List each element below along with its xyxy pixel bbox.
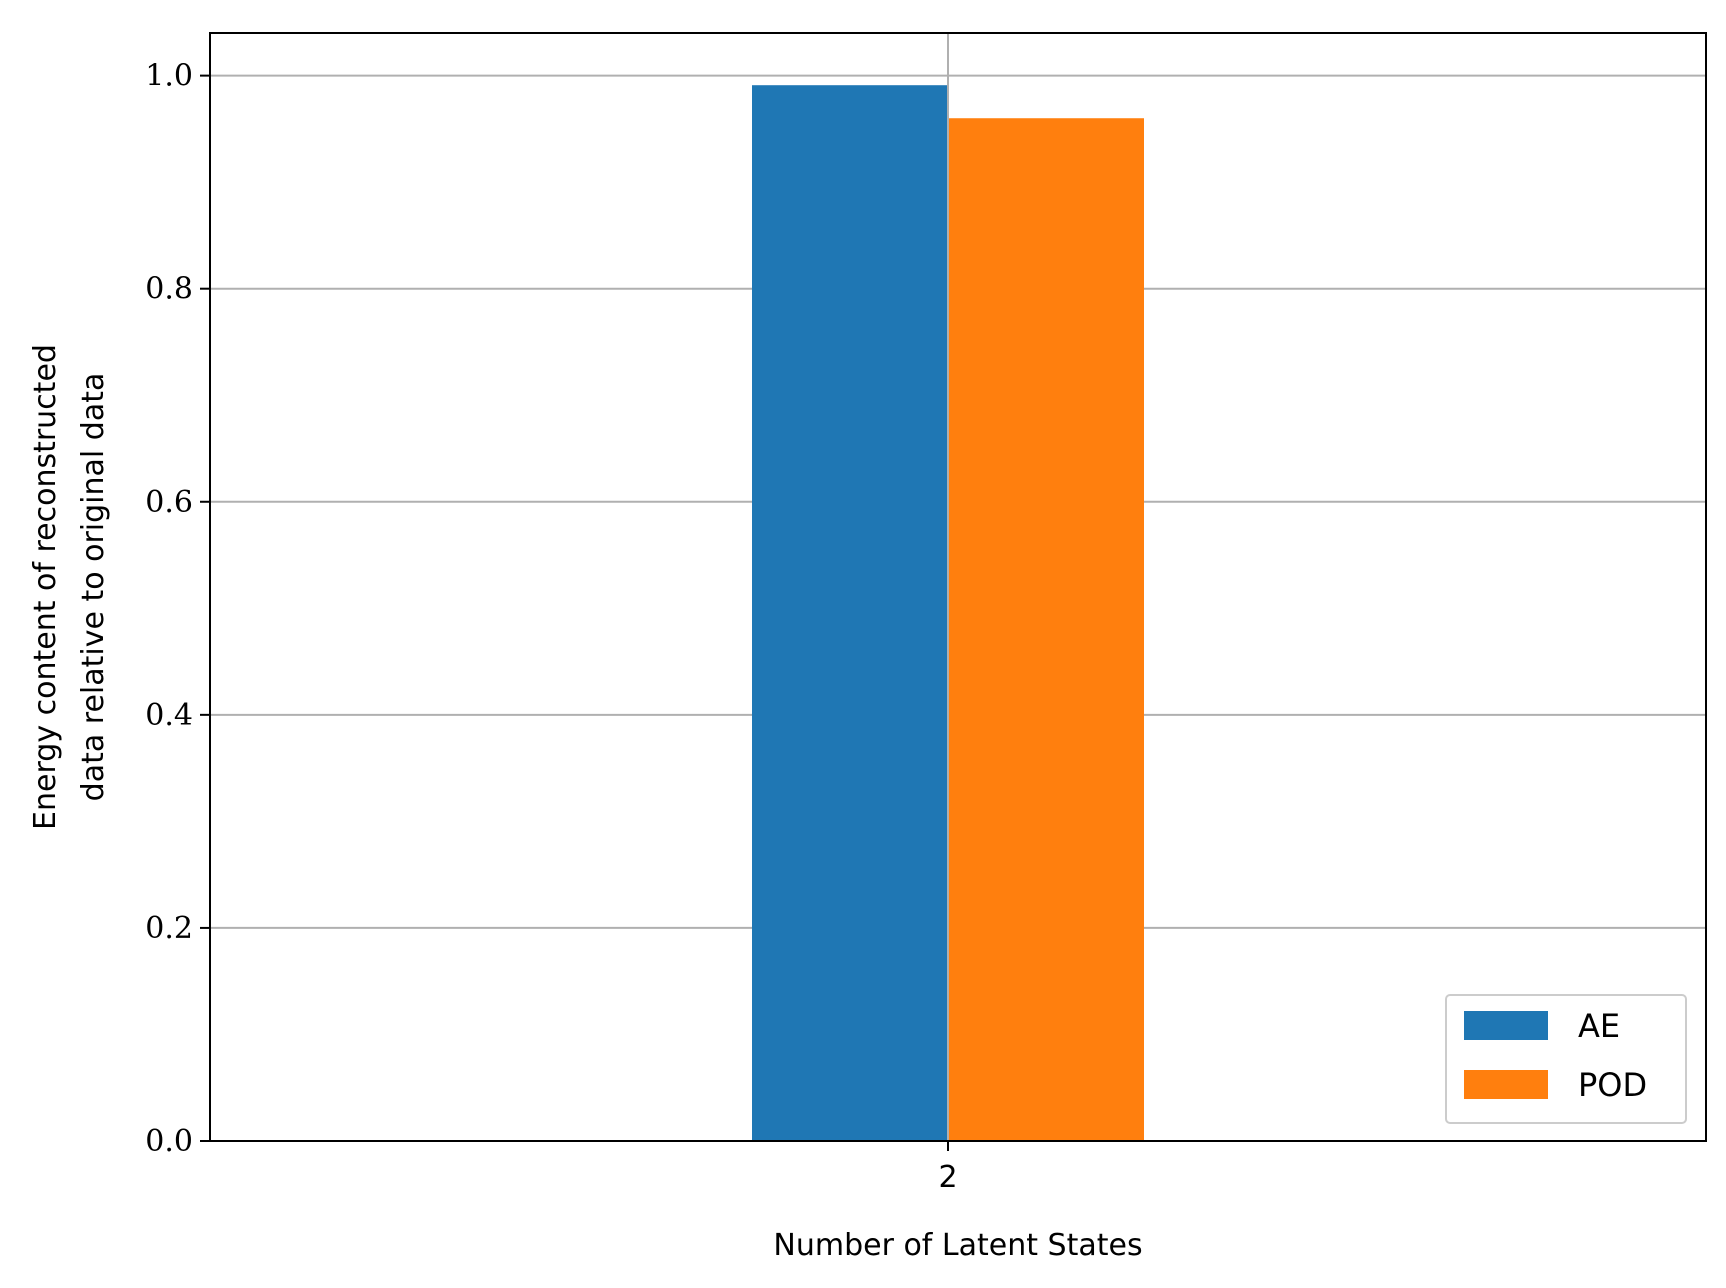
legend: AE POD [1445,994,1687,1124]
y-tick-label: 0.4 [145,698,193,733]
legend-label-pod: POD [1578,1066,1647,1104]
x-axis-title: Number of Latent States [773,1228,1142,1263]
y-axis-title-line-1: Energy content of reconstructed [28,344,63,830]
bar-ae-2 [752,85,948,1141]
y-tick-label: 1.0 [145,59,193,94]
y-tick-label: 0.2 [145,911,193,946]
legend-swatch-ae [1464,1011,1548,1040]
y-axis-title-line-2: data relative to original data [76,373,111,802]
y-axis-ticks: 0.0 0.2 0.4 0.6 0.8 1.0 [145,59,210,1159]
plot-frame [209,32,1707,1142]
x-axis-ticks: 2 [938,1141,958,1195]
legend-swatch-pod [1464,1070,1548,1099]
bars [752,85,1144,1141]
legend-label-ae: AE [1578,1007,1620,1045]
y-tick-label: 0.6 [145,485,193,520]
y-tick-label: 0.0 [145,1124,193,1159]
bar-pod-2 [948,118,1144,1141]
x-tick-label: 2 [938,1160,957,1195]
y-tick-label: 0.8 [145,272,193,307]
